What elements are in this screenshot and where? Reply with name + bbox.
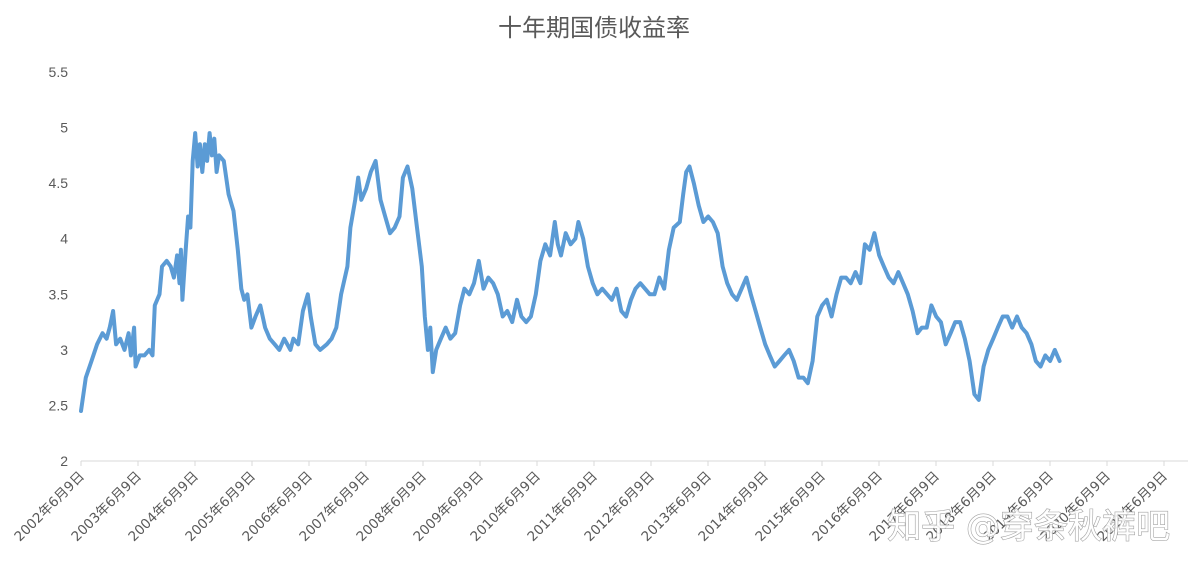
y-tick-label: 4.5 <box>49 175 69 191</box>
y-tick-label: 2.5 <box>49 397 69 413</box>
y-tick-label: 5.5 <box>49 64 69 80</box>
series-line-ten-year-yield <box>79 131 1062 413</box>
y-tick-label: 3 <box>60 342 68 358</box>
watermark-text: 知乎 @穿条秋裤吧 <box>887 507 1170 547</box>
y-tick-label: 4 <box>60 231 68 247</box>
y-tick-label: 5 <box>60 120 68 136</box>
y-axis-tick-labels: 2 2.5 3 3.5 4 4.5 5 5.5 <box>49 64 69 469</box>
y-tick-label: 3.5 <box>49 286 69 302</box>
y-tick-label: 2 <box>60 453 68 469</box>
chart-title: 十年期国债收益率 <box>498 14 690 42</box>
